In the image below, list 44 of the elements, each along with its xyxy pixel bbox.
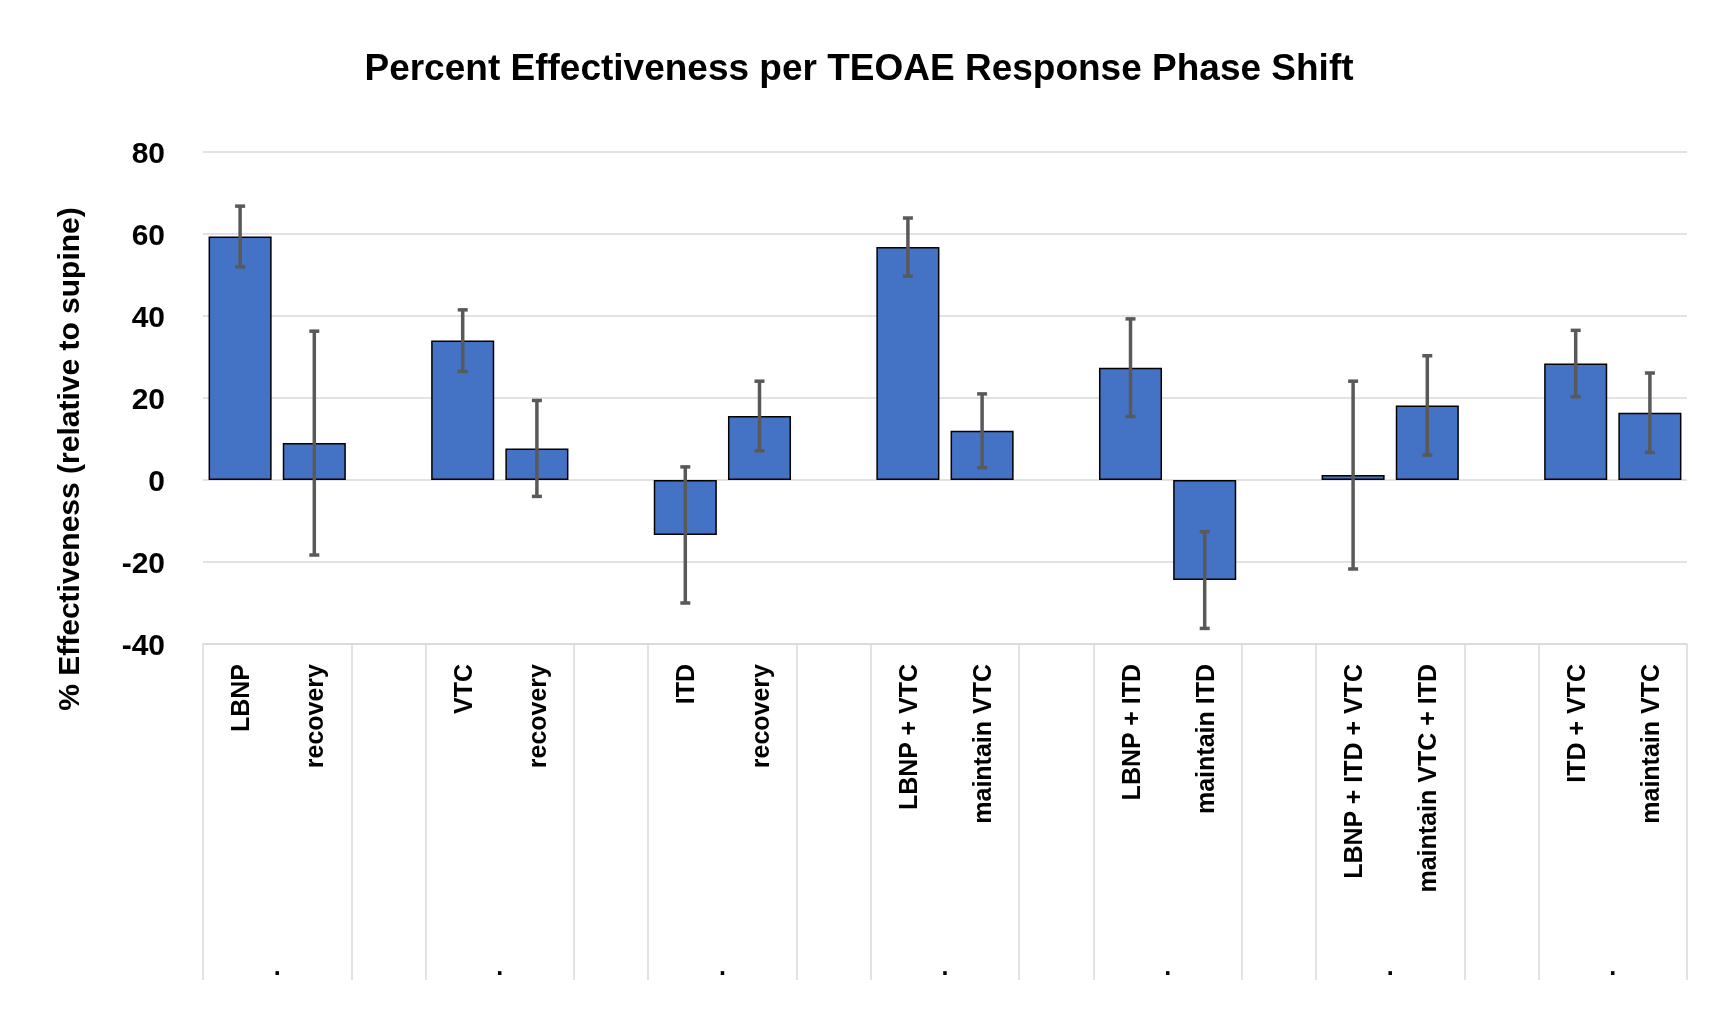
y-tick-label: -40: [121, 627, 165, 661]
text: .: [496, 951, 504, 980]
bar: [1098, 367, 1163, 480]
text: .: [941, 951, 949, 980]
y-tick-label: 0: [148, 463, 165, 497]
x-tick-label: recovery: [300, 663, 329, 769]
bar: [876, 247, 940, 480]
bar: [653, 480, 717, 535]
x-tick-label: recovery: [745, 663, 774, 769]
x-tick-label: ITD: [671, 664, 700, 705]
y-tick-label: 40: [131, 299, 165, 333]
bar: [727, 416, 792, 480]
x-tick-label: recovery: [522, 663, 551, 769]
x-tick-label: LBNP: [226, 664, 255, 733]
text: .: [273, 951, 281, 980]
x-tick-label: ITD + VTC: [1561, 664, 1590, 783]
bar: [282, 443, 346, 480]
text: .: [1386, 951, 1394, 980]
x-tick-label: maintain VTC: [968, 664, 997, 824]
bar: [1395, 405, 1459, 480]
text: .: [1164, 951, 1172, 980]
bar: [208, 236, 272, 480]
x-tick-label: LBNP + ITD: [1116, 664, 1145, 801]
bar: [950, 430, 1014, 480]
y-tick-label: -20: [121, 545, 165, 579]
x-tick-label: VTC: [448, 664, 477, 714]
y-axis-title: % Effectiveness (relative to supine): [51, 207, 85, 711]
y-tick-label: 80: [131, 135, 165, 169]
bar: [1618, 412, 1682, 480]
y-tick-label: 60: [131, 217, 165, 251]
x-tick-label: LBNP + VTC: [893, 664, 922, 811]
chart-title: Percent Effectiveness per TEOAE Response Phase Shift: [364, 47, 1354, 88]
bar: [1173, 480, 1237, 581]
text: .: [1609, 951, 1617, 980]
bar: [1544, 363, 1608, 480]
x-tick-label: maintain ITD: [1190, 664, 1219, 815]
x-tick-label: maintain VTC + ITD: [1413, 664, 1442, 893]
bar: [431, 340, 495, 480]
x-tick-label: LBNP + ITD + VTC: [1339, 664, 1368, 879]
bar: [1321, 475, 1385, 480]
y-tick-label: 20: [131, 381, 165, 415]
x-tick-label: maintain VTC: [1635, 664, 1664, 824]
text: .: [718, 951, 726, 980]
bar: [505, 448, 569, 480]
